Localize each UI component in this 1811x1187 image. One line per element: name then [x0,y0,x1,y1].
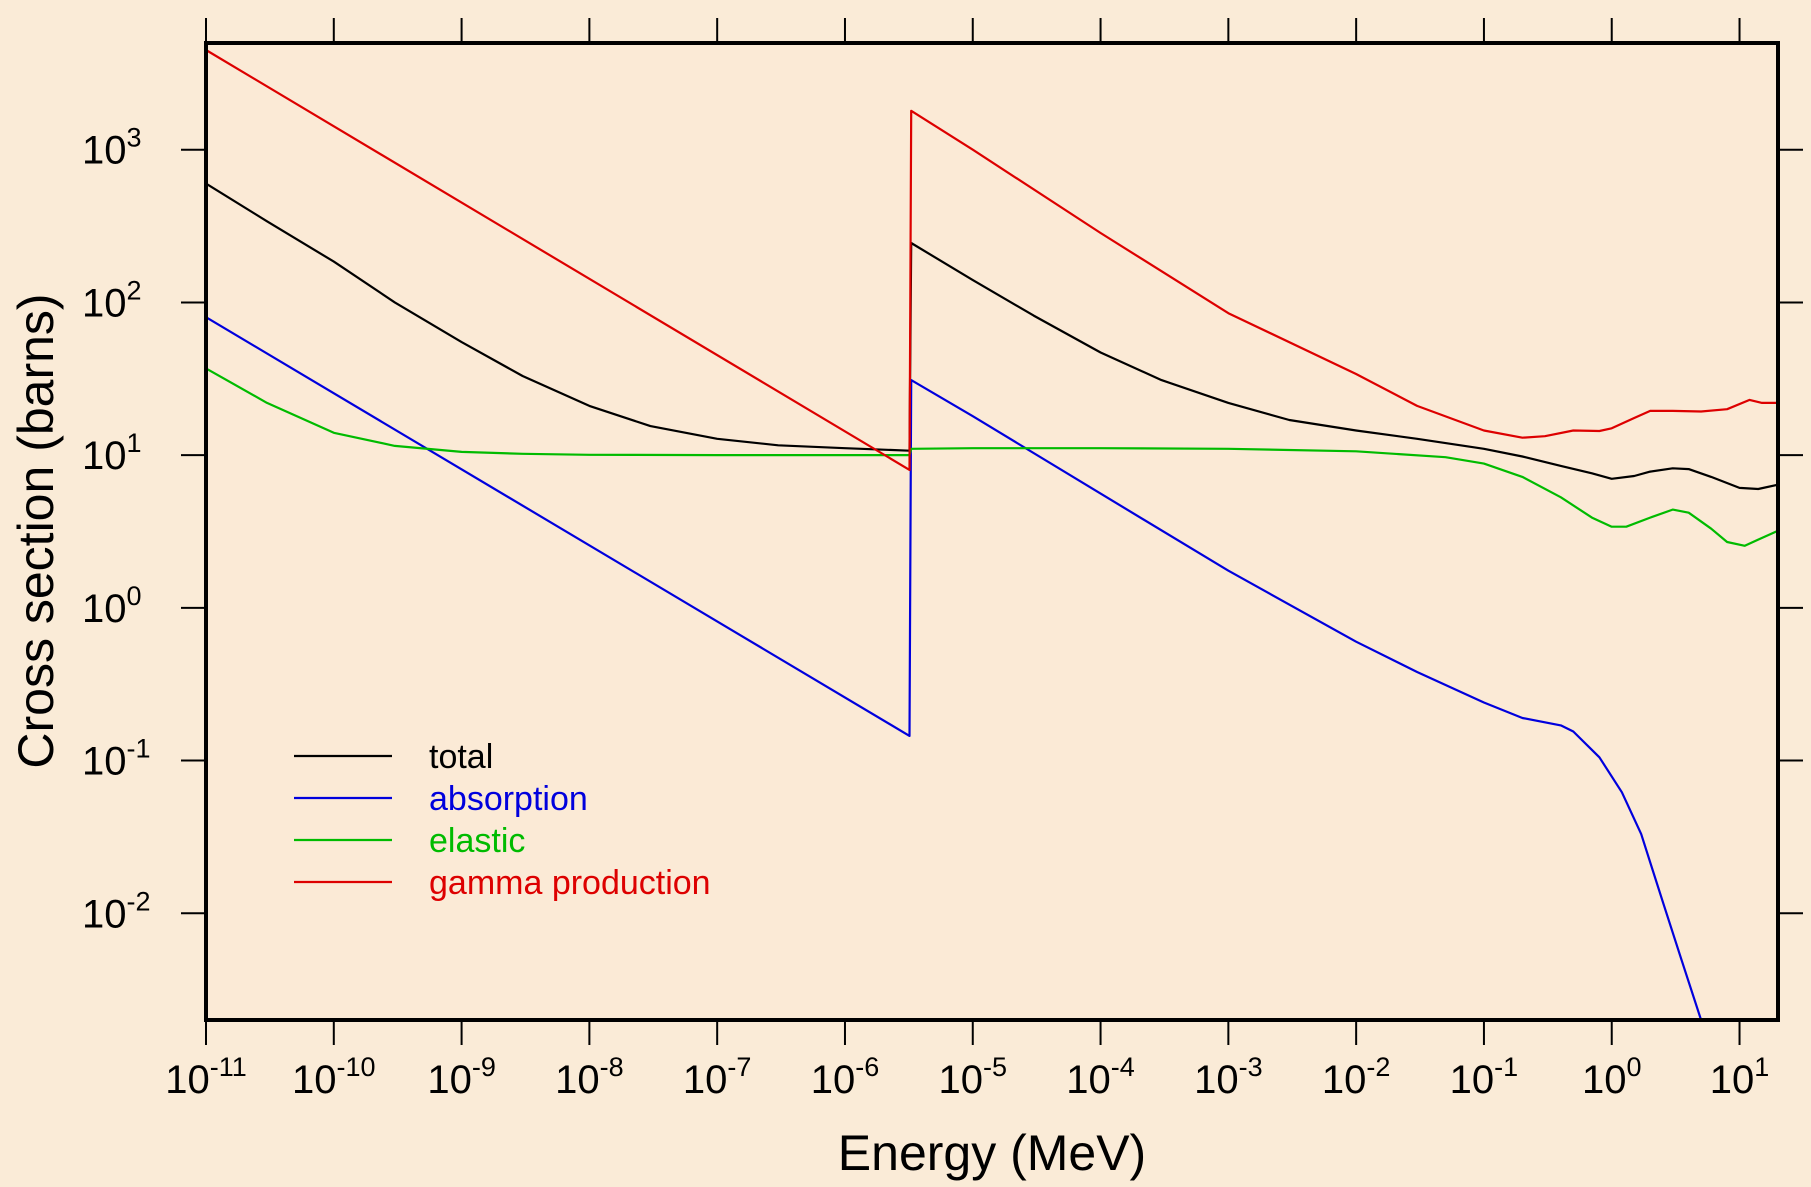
y-tick-label: 10-1 [82,734,151,784]
y-tick-label-exponent: 1 [127,428,142,458]
x-tick-label-exponent: -10 [337,1052,376,1082]
series-line-absorption [205,316,1778,1022]
x-tick-label-base: 10 [683,1058,728,1102]
x-tick-label-exponent: -9 [472,1052,496,1082]
y-tick-label: 103 [82,123,142,173]
x-tick-label-exponent: -8 [600,1052,624,1082]
x-tick-label-base: 10 [1582,1058,1627,1102]
y-tick-label: 10-2 [82,886,151,936]
x-tick-label: 10-2 [1322,1052,1391,1102]
legend-label-total: total [429,738,493,776]
series-line-total [205,182,1779,491]
x-tick-label: 10-10 [292,1052,376,1102]
x-tick-label: 101 [1710,1052,1770,1102]
legend-label-gamma-production: gamma production [429,864,711,902]
legend: total absorption elastic gamma production [294,738,711,902]
y-tick-label: 102 [82,275,142,325]
y-tick-label: 100 [82,581,142,631]
x-tick-label: 10-7 [683,1052,752,1102]
x-tick-label-base: 10 [1710,1058,1755,1102]
x-tick-label-exponent: 0 [1626,1052,1641,1082]
x-tick-label-base: 10 [1194,1058,1239,1102]
series-layer [205,49,1779,1022]
x-tick-label-base: 10 [1450,1058,1495,1102]
x-tick-label-exponent: -6 [855,1052,879,1082]
y-tick-label-exponent: -1 [127,734,151,764]
x-tick-label-exponent: -4 [1111,1052,1135,1082]
legend-label-elastic: elastic [429,822,525,860]
x-tick-label-base: 10 [811,1058,856,1102]
x-tick-label-base: 10 [555,1058,600,1102]
y-tick-label-exponent: 2 [127,275,142,305]
x-tick-label-base: 10 [292,1058,337,1102]
x-tick-label-base: 10 [1066,1058,1111,1102]
x-tick-label-exponent: -11 [210,1052,247,1082]
x-tick-label: 10-8 [555,1052,624,1102]
series-line-elastic [205,367,1779,547]
y-axis-title: Cross section (barns) [8,293,64,768]
y-tick-label-base: 10 [82,740,127,784]
x-tick-label-exponent: -2 [1366,1052,1390,1082]
x-tick-label: 10-6 [811,1052,880,1102]
y-tick-label-base: 10 [82,434,127,478]
x-tick-label-exponent: 1 [1754,1052,1769,1082]
x-tick-label: 10-4 [1066,1052,1135,1102]
x-tick-label: 10-1 [1450,1052,1519,1102]
x-tick-label-base: 10 [939,1058,984,1102]
x-tick-label-base: 10 [1322,1058,1367,1102]
x-axis-title: Energy (MeV) [838,1125,1146,1181]
legend-label-absorption: absorption [429,780,588,818]
y-tick-label-base: 10 [82,281,127,325]
x-tick-label-base: 10 [165,1058,210,1102]
x-tick-label: 100 [1582,1052,1642,1102]
y-tick-label-base: 10 [82,892,127,936]
x-tick-label: 10-11 [165,1052,247,1102]
plot-frame [204,41,1780,1022]
x-tick-label-exponent: -3 [1239,1052,1263,1082]
y-tick-label-exponent: -2 [127,886,151,916]
series-line-gamma-production [205,49,1778,471]
x-tick-label: 10-9 [427,1052,496,1102]
y-tick-label-exponent: 3 [127,123,142,153]
x-tick-label: 10-5 [939,1052,1008,1102]
tick-layer: 10-11 10-10 10-9 10-8 10-7 10-6 10-5 10-4 10-3 10… [82,18,1803,1102]
x-tick-label-exponent: -7 [727,1052,751,1082]
x-tick-label-base: 10 [427,1058,472,1102]
y-tick-label-base: 10 [82,129,127,173]
y-tick-label-exponent: 0 [127,581,142,611]
x-tick-label: 10-3 [1194,1052,1263,1102]
x-tick-label-exponent: -1 [1494,1052,1518,1082]
y-tick-label-base: 10 [82,587,127,631]
x-tick-label-exponent: -5 [983,1052,1007,1082]
y-tick-label: 101 [82,428,142,478]
